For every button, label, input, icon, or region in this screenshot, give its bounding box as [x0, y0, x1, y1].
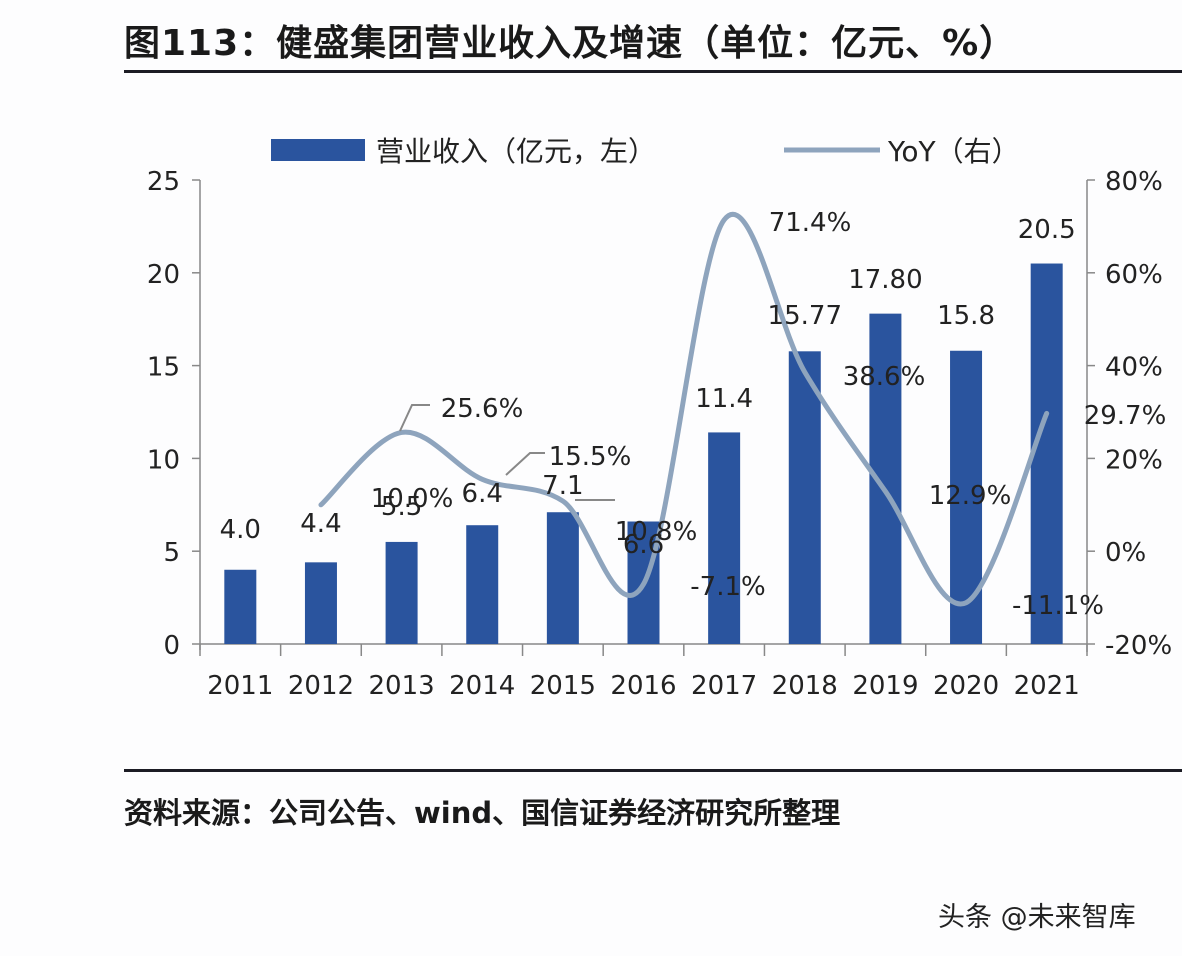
bar [304, 562, 337, 644]
right-axis-tick-label: 20% [1105, 445, 1163, 475]
left-axis-tick-label: 20 [147, 260, 180, 290]
yoy-value-label: 15.5% [549, 442, 632, 472]
legend-bar-label: 营业收入（亿元，左） [376, 135, 656, 168]
leader-line [505, 452, 545, 476]
x-axis-tick-label: 2014 [449, 671, 515, 701]
footer-divider [124, 769, 1182, 772]
bar [224, 569, 257, 644]
title-divider [124, 70, 1182, 73]
yoy-value-label: 12.9% [929, 481, 1012, 511]
watermark: 头条 @未来智库 [938, 902, 1136, 933]
right-axis-tick-label: 60% [1105, 260, 1163, 290]
bar [1030, 263, 1063, 644]
x-axis-tick-label: 2017 [691, 671, 757, 701]
x-axis-tick-label: 2016 [610, 671, 676, 701]
yoy-value-label: 10.0% [371, 484, 454, 514]
bar-value-label: 17.80 [848, 265, 922, 295]
bar-value-label: 4.4 [300, 509, 341, 539]
right-axis-tick-label: 40% [1105, 353, 1163, 383]
left-axis-tick-label: 10 [147, 445, 180, 475]
yoy-value-label: 71.4% [769, 208, 852, 238]
yoy-value-label: -7.1% [690, 572, 765, 602]
right-axis-tick-label: -20% [1105, 631, 1172, 661]
left-axis-tick-label: 0 [163, 631, 180, 661]
line-series [318, 211, 1050, 607]
left-axis-tick-label: 15 [147, 353, 180, 383]
source-note: 资料来源：公司公告、wind、国信证券经济研究所整理 [124, 796, 841, 830]
x-axis-tick-label: 2020 [933, 671, 999, 701]
yoy-value-label: 29.7% [1084, 401, 1167, 431]
bar [546, 512, 579, 644]
legend-bar-swatch [271, 139, 365, 161]
yoy-value-label: -11.1% [1012, 591, 1104, 621]
bar-value-label: 20.5 [1018, 215, 1076, 245]
yoy-value-label: 25.6% [441, 394, 524, 424]
bar-value-label: 7.1 [542, 471, 583, 501]
bar [788, 351, 821, 644]
bar-value-label: 4.0 [220, 515, 261, 545]
bar-value-label: 11.4 [695, 384, 753, 414]
bar-value-label: 6.4 [462, 479, 503, 509]
yoy-value-label: 10.8% [615, 517, 698, 547]
bar-value-label: 6.6 [623, 530, 664, 560]
left-axis-tick-label: 5 [163, 538, 180, 568]
right-axis-tick-label: 0% [1105, 538, 1146, 568]
legend-line-label: YoY（右） [887, 135, 1020, 168]
right-axis-tick-label: 80% [1105, 167, 1163, 197]
axes: 0 5 10 15 20 25 -20% 0% 20% 40% 60% 80% 2011 2012 2013… [147, 167, 1172, 701]
x-axis-tick-label: 2015 [530, 671, 596, 701]
bar-value-label: 15.8 [937, 301, 995, 331]
chart: 营业收入（亿元，左） YoY（右） 0 5 10 15 20 25 -20% 0% 20% 40%… [147, 135, 1172, 701]
yoy-line [318, 211, 1050, 607]
left-axis-tick-label: 25 [147, 167, 180, 197]
x-axis-tick-label: 2018 [772, 671, 838, 701]
bar [708, 432, 741, 644]
x-axis-tick-label: 2019 [852, 671, 918, 701]
x-axis-tick-label: 2021 [1014, 671, 1080, 701]
leader-line [399, 404, 430, 432]
x-axis-tick-label: 2013 [369, 671, 435, 701]
bar-value-label: 15.77 [768, 301, 842, 331]
yoy-value-label: 38.6% [843, 362, 926, 392]
legend: 营业收入（亿元，左） YoY（右） [271, 135, 1020, 168]
bar-series [224, 263, 1063, 644]
x-axis-tick-label: 2012 [288, 671, 354, 701]
bar-value-label: 5.5 [381, 492, 422, 522]
chart-title: 图113：健盛集团营业收入及增速（单位：亿元、%） [124, 23, 1017, 64]
bar [385, 541, 418, 644]
x-axis-tick-label: 2011 [207, 671, 273, 701]
bar [466, 525, 499, 644]
